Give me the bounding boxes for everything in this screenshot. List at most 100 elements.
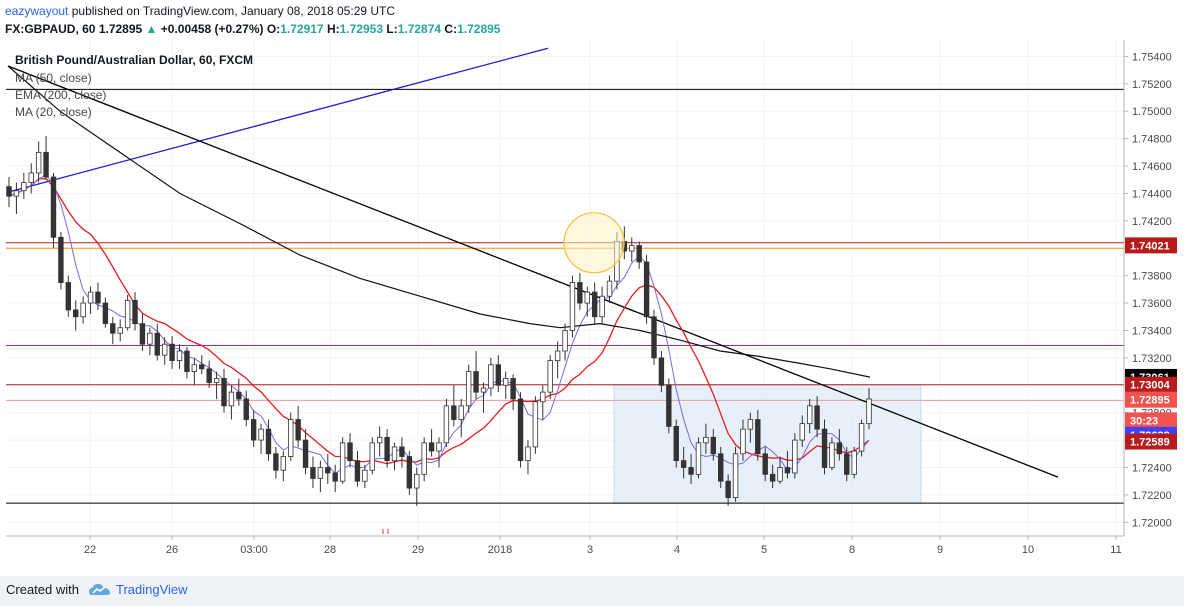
candle-body — [569, 282, 576, 331]
candle-body — [636, 245, 642, 263]
candle-body — [347, 442, 353, 462]
price-tick-label: 1.73200 — [1132, 353, 1172, 365]
open-label: O: — [266, 22, 281, 36]
tradingview-cloud-icon — [89, 584, 110, 595]
candle-body — [384, 436, 390, 462]
candle-body — [829, 442, 835, 468]
candle-body — [58, 236, 64, 283]
time-tick-label: 3 — [587, 544, 593, 556]
candle-body — [495, 364, 502, 386]
candle-body — [50, 176, 57, 238]
ema200-line — [7, 65, 871, 378]
candle-body — [703, 436, 709, 444]
horizontal-levels[interactable] — [6, 88, 1124, 504]
candle-body — [250, 419, 257, 441]
candle-body — [102, 302, 109, 325]
footer: Created with TradingView — [0, 576, 1184, 606]
price-badge — [1125, 412, 1177, 429]
candle-body — [584, 291, 590, 304]
candle-body — [362, 469, 368, 482]
symbol-quote-bar: FX:GBPAUD, 60 1.72895 ▲ +0.00458 (+0.27%… — [5, 22, 500, 36]
price-badge — [1125, 391, 1177, 408]
candle-body — [13, 190, 20, 197]
candle-body — [451, 405, 457, 420]
candle-body — [43, 151, 49, 178]
candle-body — [792, 439, 798, 474]
price-badge-text: 1.74021 — [1130, 240, 1170, 252]
trend-line[interactable] — [7, 47, 549, 193]
price-tick-label: 1.75200 — [1132, 79, 1172, 91]
time-tick-label: 9 — [937, 544, 943, 556]
candle-body — [688, 467, 694, 475]
range-box[interactable] — [613, 384, 922, 504]
candle-body — [295, 419, 301, 441]
price-tick-label: 1.74400 — [1132, 188, 1172, 200]
candle-body — [376, 436, 383, 444]
range-rectangle[interactable] — [613, 384, 922, 504]
candle-body — [288, 419, 294, 457]
candle-body — [532, 401, 539, 448]
grid — [6, 40, 1124, 536]
price-tick-label: 1.72200 — [1132, 490, 1172, 502]
candle-body — [540, 391, 546, 403]
candle-body — [740, 428, 746, 455]
candle-body — [866, 398, 872, 425]
candle-body — [213, 378, 220, 383]
trendlines[interactable] — [7, 47, 1059, 478]
candle-body — [666, 384, 672, 427]
candle-body — [725, 480, 731, 499]
candle-body — [525, 446, 531, 462]
candle-body — [732, 453, 739, 499]
candle-body — [836, 442, 843, 455]
candle-body — [606, 280, 613, 297]
candle-body — [258, 428, 264, 441]
candle-body — [510, 378, 516, 400]
created-with-text: Created with — [6, 582, 79, 597]
price-tick-label: 1.72000 — [1132, 517, 1172, 529]
trend-line[interactable] — [7, 65, 1059, 478]
candle-body — [844, 453, 850, 475]
candle-body — [132, 299, 138, 325]
author-link[interactable]: eazywayout — [5, 4, 69, 18]
candle-body — [369, 442, 375, 471]
time-tick-label: 28 — [324, 544, 336, 556]
candle-body — [755, 419, 761, 455]
candle-body — [680, 460, 687, 468]
candle-body — [6, 186, 12, 197]
legend: British Pound/Australian Dollar, 60, FXC… — [15, 53, 253, 119]
candle-body — [643, 261, 650, 318]
tradingview-link[interactable]: TradingView — [116, 582, 188, 597]
candle-body — [221, 378, 227, 407]
candle-body — [658, 357, 665, 386]
up-arrow-icon: ▲ — [145, 22, 158, 36]
candle-body — [399, 446, 405, 457]
candle-body — [110, 323, 116, 334]
price-badge — [1125, 237, 1177, 254]
axes: 1.75400 1.75200 1.75000 1.74800 1.74600 1.744… — [6, 40, 1177, 556]
candle-body — [651, 316, 657, 359]
candle-body — [280, 456, 287, 471]
price-chart[interactable]: 1.75400 1.75200 1.75000 1.74800 1.74600 1.744… — [0, 40, 1184, 576]
candle-body — [80, 302, 86, 318]
price-badge-text: 1.72589 — [1130, 437, 1170, 449]
candle-body — [21, 182, 27, 192]
candle-body — [28, 172, 34, 183]
candle-body — [599, 295, 605, 318]
candle-body — [35, 151, 42, 174]
legend-ma50: MA (50, close) — [15, 71, 92, 85]
time-tick-label: 5 — [761, 544, 767, 556]
time-tick-label: 26 — [166, 544, 178, 556]
time-tick-label: 2018 — [488, 544, 512, 556]
candle-body — [443, 405, 450, 444]
price-tick-label: 1.73800 — [1132, 271, 1172, 283]
close-value: 1.72895 — [457, 22, 501, 36]
price-tick-label: 1.73600 — [1132, 298, 1172, 310]
candle-body — [858, 423, 865, 452]
candle-body — [695, 442, 702, 475]
candle-body — [184, 350, 190, 372]
highlight-circle[interactable] — [563, 212, 625, 274]
candle-body — [851, 450, 857, 475]
candle-body — [228, 391, 235, 407]
circle-annotation[interactable] — [563, 212, 625, 274]
candle-body — [302, 439, 309, 468]
